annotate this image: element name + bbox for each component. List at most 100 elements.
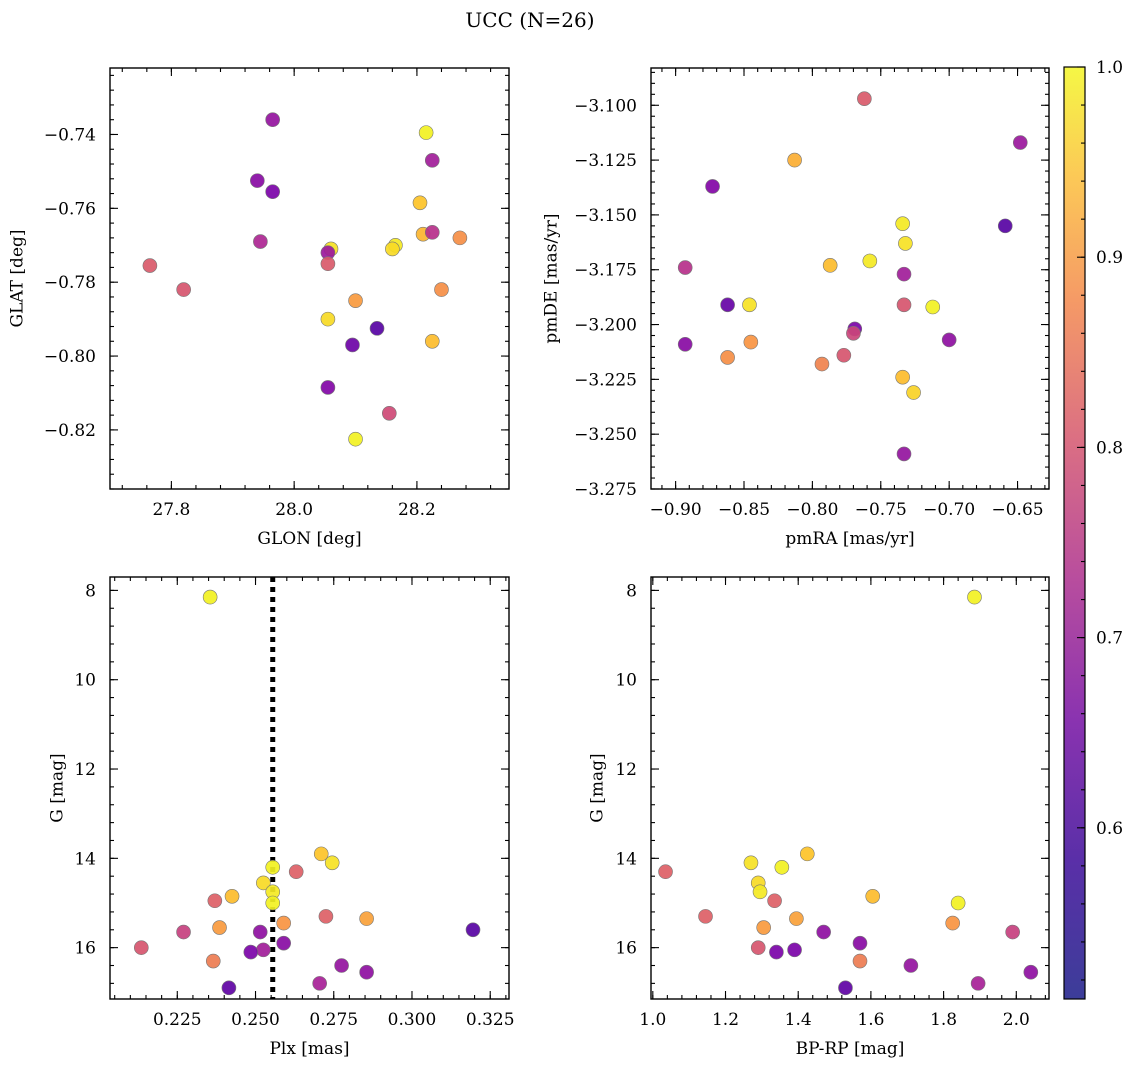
y-axis-label: GLAT [deg] [8,229,28,327]
data-point [677,260,693,275]
plot-frame [109,576,510,1000]
panel-plx-g: 0.225 0.250 0.275 0.300 0.325 8 10 12 14 16 Plx [m… [48,576,515,1059]
x-tick-label: −0.80 [786,500,838,520]
x-tick-label: 0.275 [309,1010,358,1030]
data-point [945,915,960,931]
x-tick-label: 28.2 [398,500,436,520]
data-point [789,911,804,926]
data-point [424,225,440,240]
data-point [452,230,468,246]
y-tick-label: 12 [615,760,637,780]
data-point [250,173,265,188]
data-point [424,153,440,168]
data-point [816,924,831,940]
colorbar-gradient [1063,66,1086,1000]
panel-pmra-pmde: −0.90 −0.85 −0.80 −0.75 −0.70 −0.65 −3.275 −3.2… [542,67,1050,549]
y-tick-label: −3.150 [574,206,637,226]
y-tick-label: 10 [74,671,96,691]
data-point [852,953,868,969]
data-point [895,369,910,385]
y-tick-label: 8 [626,581,637,601]
y-tick-label: 16 [74,939,96,959]
panel-glon-glat: 27.8 28.0 28.2 −0.82 −0.80 −0.78 −0.76 −0.74 GLO… [8,67,510,549]
data-point [142,258,158,273]
data-point [941,332,957,348]
colorbar-tick-label: 0.9 [1096,248,1123,268]
data-point [334,958,349,973]
data-point [846,326,861,341]
data-point [313,846,329,862]
y-axis-label: G [mag] [48,753,68,822]
data-point [720,350,735,365]
data-point [418,125,434,140]
data-point [312,976,327,991]
x-tick-label: 1.4 [785,1010,812,1030]
data-point [265,895,281,911]
panels: 27.8 28.0 28.2 −0.82 −0.80 −0.78 −0.76 −0.74 GLO… [8,67,1050,1059]
colorbar-tick-label: 0.7 [1096,629,1123,649]
data-point [348,431,363,447]
y-tick-label: 16 [615,939,637,959]
x-tick-label: 1.2 [712,1010,739,1030]
x-tick-label: −0.85 [718,500,770,520]
x-tick-label: 0.325 [466,1010,515,1030]
data-point [814,356,830,372]
data-point [176,924,191,940]
data-point [865,888,881,904]
x-axis-label: pmRA [mas/yr] [785,529,914,549]
data-point [381,405,397,421]
data-point [997,218,1013,234]
data-point [903,958,919,973]
data-point [743,334,759,350]
data-point [359,964,374,980]
data-point [324,855,340,871]
data-point [276,935,291,951]
data-point [221,980,237,996]
y-tick-label: −3.200 [574,316,637,336]
data-point [836,347,852,363]
x-tick-label: 1.0 [639,1010,666,1030]
data-point [288,864,304,880]
y-axis-label: pmDE [mas/yr] [542,213,562,343]
figure-title: UCC (N=26) [465,8,594,32]
data-point [252,924,268,940]
y-tick-label: −3.100 [574,96,637,116]
data-point [412,195,428,211]
data-point [224,888,240,904]
data-point [207,893,223,909]
colorbar-tick-label: 0.6 [1096,819,1123,839]
x-tick-label: 0.250 [231,1010,280,1030]
x-axis-label: BP-RP [mag] [796,1039,905,1059]
data-point [677,336,693,352]
x-tick-label: −0.75 [855,500,907,520]
data-point [434,282,449,297]
colorbar-tick-label: 0.8 [1096,438,1123,458]
data-point [359,911,374,926]
data-point [243,944,259,960]
x-axis-label: Plx [mas] [269,1039,349,1059]
data-point [1005,924,1020,940]
data-point [202,589,218,605]
x-tick-label: 2.0 [1003,1010,1030,1030]
data-point [767,893,782,909]
data-point [970,976,986,991]
data-point [253,234,268,249]
data-point [133,940,149,955]
data-point [787,942,802,958]
data-point [698,909,713,924]
y-tick-label: 14 [615,849,637,869]
x-tick-label: 28.0 [275,500,313,520]
data-point [862,253,878,269]
data-point [205,953,221,969]
data-point [320,380,336,395]
data-point [838,980,853,996]
data-point [857,91,872,106]
data-point [895,216,910,231]
data-point [320,256,336,272]
data-point [658,864,673,880]
data-point [743,855,759,871]
data-point [852,935,868,951]
data-point [348,293,363,308]
data-point [967,589,982,605]
data-point [742,297,757,313]
